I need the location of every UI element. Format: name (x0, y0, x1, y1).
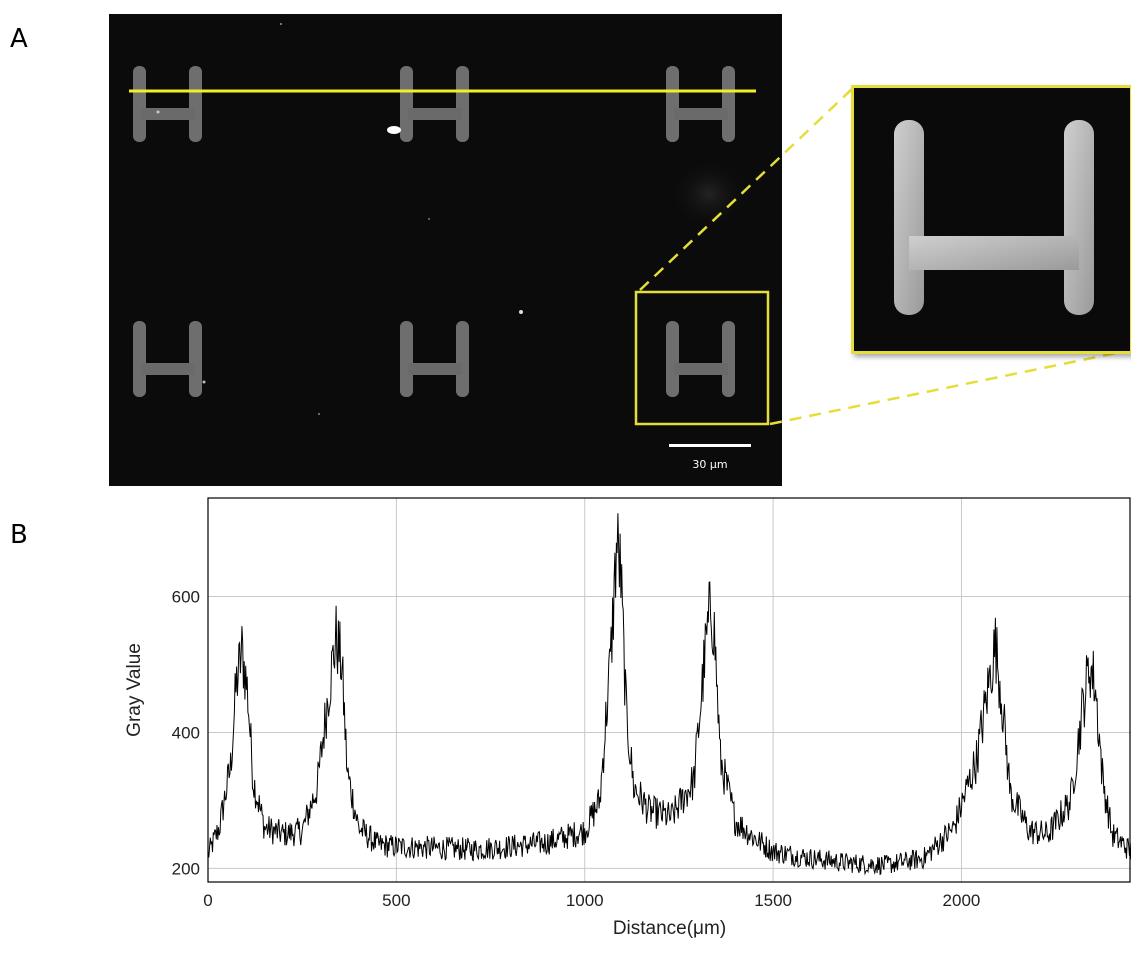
y-tick-label: 400 (172, 723, 200, 742)
x-tick-label: 2000 (943, 891, 981, 910)
bright-particle (387, 126, 401, 134)
y-axis-ticks: 200 400 600 (172, 588, 200, 879)
x-tick-label: 0 (203, 891, 212, 910)
x-tick-label: 1500 (754, 891, 792, 910)
plot-area-frame (207, 497, 1131, 883)
series-line-gray-value (207, 513, 1131, 876)
zoom-inset-drawing (854, 88, 1130, 351)
y-tick-label: 200 (172, 859, 200, 878)
x-tick-label: 1000 (566, 891, 604, 910)
scale-bar-label: 30 μm (692, 458, 727, 471)
x-axis-ticks: 0 500 1000 1500 2000 (203, 891, 980, 910)
panel-b-label: B (10, 520, 28, 550)
y-tick-label: 600 (172, 588, 200, 607)
scale-bar (669, 444, 751, 447)
panel-a-label: A (10, 24, 28, 54)
x-axis-title: Distance(μm) (613, 918, 726, 939)
y-axis-title: Gray Value (124, 643, 145, 737)
zoom-inset (851, 85, 1131, 354)
chart-grid (207, 498, 1131, 882)
zoom-h-crossbar (909, 236, 1079, 270)
x-tick-label: 500 (382, 891, 410, 910)
zoom-region-box (634, 290, 770, 426)
